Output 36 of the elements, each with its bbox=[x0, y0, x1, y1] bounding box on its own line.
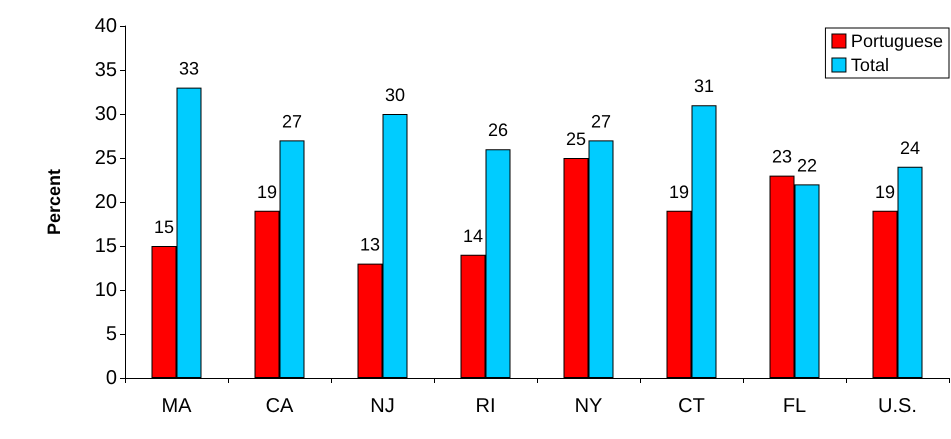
y-tick-label: 15 bbox=[94, 235, 117, 257]
data-label: 30 bbox=[384, 85, 406, 105]
x-tick-label: RI bbox=[476, 395, 496, 417]
x-tick-label: U.S. bbox=[878, 395, 917, 417]
data-label: 15 bbox=[154, 217, 174, 237]
y-axis-title: Percent bbox=[44, 168, 64, 236]
data-label: 27 bbox=[590, 111, 612, 132]
y-tick-label: 10 bbox=[94, 279, 117, 301]
y-tick-label: 5 bbox=[106, 323, 117, 345]
legend-label: Portuguese bbox=[850, 31, 944, 51]
data-label: 27 bbox=[282, 111, 302, 132]
y-tick-label: 35 bbox=[94, 59, 117, 81]
data-label: 19 bbox=[668, 182, 690, 202]
data-label: 13 bbox=[360, 234, 380, 255]
y-tick-label: 40 bbox=[94, 15, 117, 37]
data-label: 33 bbox=[178, 58, 200, 79]
y-tick-label: 30 bbox=[94, 103, 117, 125]
y-tick-label: 20 bbox=[94, 191, 117, 213]
legend-label: Total bbox=[850, 55, 889, 75]
y-tick-label: 0 bbox=[106, 367, 117, 389]
x-tick-label: NY bbox=[574, 395, 602, 417]
data-label: 19 bbox=[874, 182, 896, 202]
y-tick-label: 25 bbox=[94, 147, 117, 169]
data-label: 31 bbox=[694, 76, 714, 96]
x-tick-label: CT bbox=[678, 395, 705, 417]
x-tick-label: NJ bbox=[370, 395, 395, 417]
data-label: 25 bbox=[566, 129, 586, 149]
x-tick-label: CA bbox=[266, 395, 294, 417]
data-label: 26 bbox=[488, 120, 508, 140]
data-label: 24 bbox=[900, 138, 920, 158]
data-label: 23 bbox=[772, 146, 792, 167]
data-label: 14 bbox=[462, 226, 484, 246]
data-label: 19 bbox=[256, 182, 278, 202]
x-tick-label: FL bbox=[782, 395, 806, 417]
data-label: 22 bbox=[796, 155, 818, 176]
x-tick-label: MA bbox=[162, 395, 192, 417]
